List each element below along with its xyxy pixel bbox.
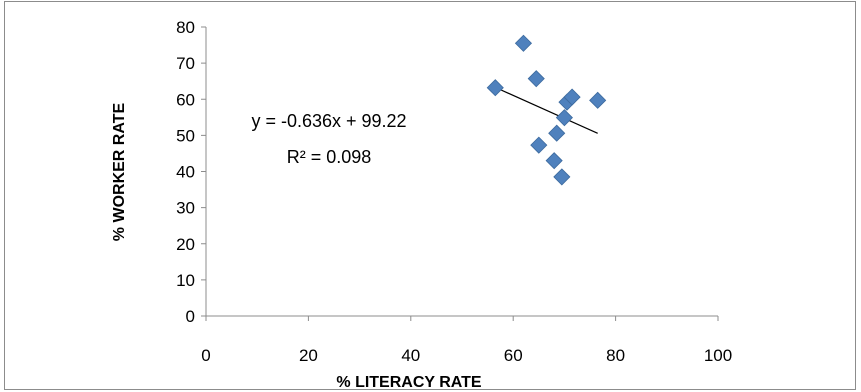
x-tick-label: 20 <box>299 346 318 365</box>
y-axis: 0 10 20 30 40 50 60 70 80 <box>176 18 207 326</box>
data-point <box>589 91 607 109</box>
x-tick-label: 60 <box>504 346 523 365</box>
y-tick-label: 20 <box>176 235 195 254</box>
y-tick-label: 10 <box>176 271 195 290</box>
y-tick-label: 50 <box>176 126 195 145</box>
x-tick-label: 40 <box>401 346 420 365</box>
x-tick-label: 80 <box>606 346 625 365</box>
data-point <box>527 70 545 88</box>
x-tick-label: 0 <box>201 346 210 365</box>
chart-frame <box>4 1 856 390</box>
trendline <box>495 86 598 134</box>
data-points <box>486 34 607 186</box>
y-tick-label: 70 <box>176 54 195 73</box>
y-axis-title: % WORKER RATE <box>111 102 128 241</box>
trendline-equation: y = -0.636x + 99.22 <box>251 111 406 131</box>
y-tick-label: 40 <box>176 163 195 182</box>
data-point <box>563 88 581 106</box>
trendline-r-squared: R² = 0.098 <box>287 147 372 167</box>
y-tick-label: 60 <box>176 90 195 109</box>
y-tick-label: 30 <box>176 199 195 218</box>
data-point <box>530 136 548 154</box>
trendline-group <box>495 86 598 134</box>
x-axis: 0 20 40 60 80 100 <box>201 315 732 365</box>
data-point <box>553 168 571 186</box>
data-point <box>555 109 573 127</box>
data-point <box>514 34 533 52</box>
data-point <box>545 152 563 170</box>
y-tick-label: 80 <box>176 18 195 37</box>
y-tick-label: 0 <box>186 307 195 326</box>
x-tick-label: 100 <box>704 346 732 365</box>
x-axis-title: % LITERACY RATE <box>336 374 482 391</box>
data-point <box>486 79 504 97</box>
data-point <box>548 124 566 142</box>
